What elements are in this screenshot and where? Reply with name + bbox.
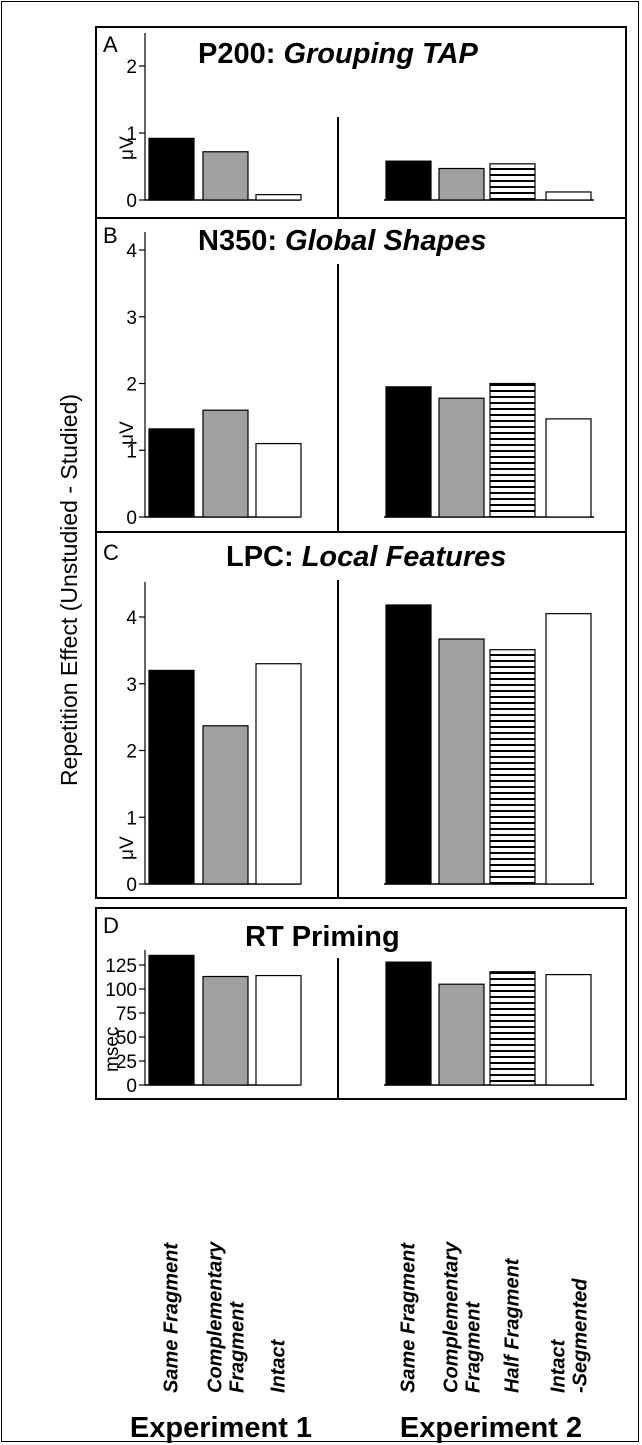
y-tick-label: 1 (126, 808, 137, 829)
bar-exp1-intact (255, 194, 302, 201)
bar-exp2-complementary_fragment (438, 638, 485, 885)
panel-letter: D (103, 913, 119, 938)
unit-label: msec (102, 1027, 123, 1072)
category-exp2-label: ComplementaryFragment (441, 1241, 485, 1393)
y-tick-label: 4 (126, 608, 137, 629)
bar-exp1-complementary_fragment (202, 975, 249, 1086)
bar-exp2-intact (545, 418, 592, 518)
category-exp2-label: Intact-Segmented (548, 1278, 592, 1393)
y-axis-label: Repetition Effect (Unstudied - Studied) (56, 394, 82, 786)
bar-exp1-complementary_fragment (202, 725, 249, 885)
y-tick-label: 3 (126, 675, 137, 696)
panel-box (95, 531, 627, 899)
category-exp1-label: ComplementaryFragment (205, 1241, 249, 1393)
y-tick-label: 0 (126, 191, 137, 212)
y-tick-label: 2 (126, 57, 137, 78)
bar-exp1-same_fragment (148, 669, 195, 885)
bar-exp1-same_fragment (148, 137, 195, 201)
category-exp1-label: Intact (268, 1338, 290, 1393)
bar-exp2-half_fragment (489, 382, 536, 518)
y-tick-label: 75 (116, 1004, 137, 1025)
panel-title: RT Priming (245, 921, 400, 953)
experiment-1-label: Experiment 1 (130, 1412, 312, 1444)
panel-B: 0 1 2 3 4B N350: Global Shapes μV (95, 217, 627, 533)
bar-exp2-half_fragment (489, 163, 536, 201)
bar-exp1-intact (255, 974, 302, 1086)
unit-label: μV (117, 136, 138, 160)
panel-letter: C (103, 540, 119, 565)
y-tick-label: 100 (105, 980, 137, 1001)
category-exp2-label: Half Fragment (502, 1257, 524, 1393)
bar-exp2-intact (545, 191, 592, 201)
panel-A: 0 1 2A P200: Grouping TAP μV (95, 26, 627, 219)
bar-exp1-complementary_fragment (202, 151, 249, 201)
y-tick-label: 3 (126, 308, 137, 329)
bar-exp2-complementary_fragment (438, 167, 485, 201)
y-tick-label: 4 (126, 241, 137, 262)
panel-title: LPC: Local Features (226, 541, 506, 573)
bar-exp1-complementary_fragment (202, 409, 249, 518)
y-tick-label: 0 (126, 508, 137, 529)
category-exp1-label: Same Fragment (161, 1242, 183, 1393)
panel-box (95, 907, 627, 1100)
bar-exp2-intact (545, 613, 592, 885)
experiment-2-label: Experiment 2 (400, 1412, 582, 1444)
panel-letter: A (103, 32, 118, 57)
unit-label: μV (117, 421, 138, 445)
bar-exp1-intact (255, 442, 302, 518)
y-tick-label: 0 (126, 875, 137, 896)
unit-label: μV (117, 836, 138, 860)
y-tick-label: 50 (116, 1028, 137, 1049)
y-tick-label: 1 (126, 124, 137, 145)
bar-exp1-same_fragment (148, 954, 195, 1086)
bar-exp2-complementary_fragment (438, 397, 485, 518)
bar-exp2-same_fragment (385, 961, 432, 1086)
bar-exp2-same_fragment (385, 160, 432, 201)
panel-title: N350: Global Shapes (198, 225, 487, 257)
bar-exp1-intact (255, 663, 302, 885)
y-tick-label: 125 (105, 956, 137, 977)
bar-exp2-intact (545, 973, 592, 1086)
bar-exp2-same_fragment (385, 386, 432, 518)
bar-exp2-same_fragment (385, 604, 432, 885)
bar-exp1-same_fragment (148, 428, 195, 518)
labels-layer: Repetition Effect (Unstudied - Studied) S… (56, 394, 592, 1444)
bar-exp2-half_fragment (489, 971, 536, 1086)
bar-exp2-half_fragment (489, 649, 536, 885)
panel-D: 0 25 50 75 100 125 D RT Priming msec (95, 907, 627, 1100)
category-exp2-label: Same Fragment (398, 1242, 420, 1393)
y-tick-label: 2 (126, 375, 137, 396)
y-tick-label: 2 (126, 742, 137, 763)
panel-title: P200: Grouping TAP (198, 38, 478, 70)
y-tick-label: 1 (126, 441, 137, 462)
y-tick-label: 0 (126, 1076, 137, 1097)
y-tick-label: 25 (116, 1052, 137, 1073)
panel-C: 0 1 2 3 4 C LPC: Local Features μV (95, 531, 627, 899)
panel-letter: B (103, 223, 118, 248)
bar-exp2-complementary_fragment (438, 983, 485, 1086)
